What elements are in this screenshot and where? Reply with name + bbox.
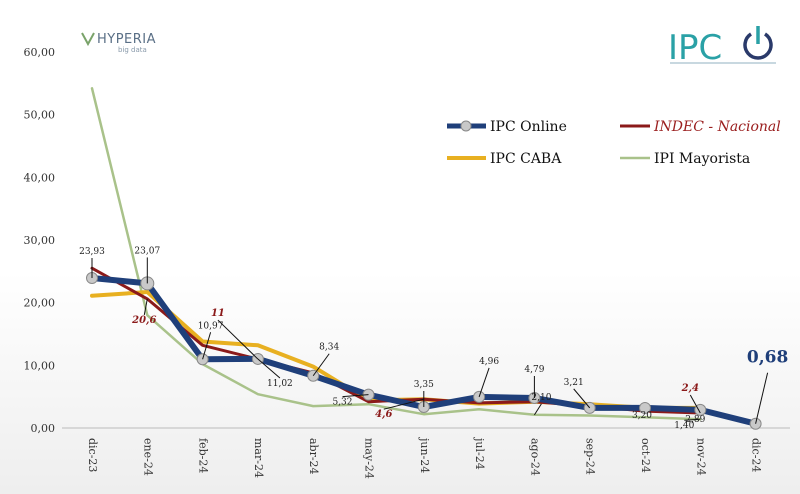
- x-tick-label: jun-24: [418, 436, 431, 473]
- annotation-leader: [217, 319, 259, 360]
- legend-item-ipi-mayorista: IPI Mayorista: [620, 151, 750, 167]
- x-tick-label: jul-24: [473, 436, 486, 470]
- x-tick-label: nov-24: [694, 438, 707, 476]
- data-label: 11,02: [267, 379, 293, 389]
- annotation-leader: [684, 418, 701, 421]
- series-line-ipi-mayorista: [90, 87, 702, 421]
- data-label: 2,4: [681, 383, 699, 394]
- ipc-logo-tagline: [670, 62, 776, 64]
- x-axis: dic-23 ene-24 feb-24 mar-24 abr-24 may-24 jun-…: [86, 436, 763, 479]
- annotation-leader: [533, 403, 542, 416]
- y-axis: 0,00 10,00 20,00 30,00 40,00 50,00 60,00: [24, 46, 790, 435]
- legend-marker-ipc-online: [460, 120, 472, 132]
- power-icon: [743, 26, 773, 60]
- x-tick-label: ago-24: [528, 438, 541, 476]
- annotations-group: 23,93 23,07 20,6 10,97 11 11,02 8,34 5,32 3,35 4,…: [79, 246, 788, 431]
- data-label: 3,21: [564, 378, 584, 388]
- annotation-leader: [383, 398, 424, 410]
- annotation-leader: [478, 367, 490, 398]
- data-label: 3,20: [632, 411, 652, 421]
- annotation-leader: [143, 298, 148, 315]
- x-tick-label: mar-24: [252, 438, 265, 478]
- annotation-leader: [257, 358, 281, 379]
- annotation-leader: [573, 388, 591, 409]
- data-label: 1,40: [674, 421, 694, 431]
- legend-label-ipc-caba: IPC CABA: [490, 151, 562, 167]
- legend-item-ipc-online: IPC Online: [447, 119, 567, 135]
- series-line-indec-nacional: [90, 266, 702, 415]
- y-tick-label: 40,00: [24, 171, 56, 184]
- x-tick-label: may-24: [363, 438, 376, 479]
- data-label: 8,34: [319, 343, 339, 353]
- legend-label-ipc-online: IPC Online: [490, 119, 567, 135]
- data-label: 2,10: [531, 393, 551, 403]
- legend-item-indec: INDEC - Nacional: [620, 119, 781, 135]
- y-tick-label: 50,00: [24, 109, 56, 122]
- x-tick-label: feb-24: [197, 438, 210, 473]
- hyperia-logo-mark: [81, 32, 95, 47]
- legend-item-ipc-caba: IPC CABA: [447, 151, 562, 167]
- data-label: 23,07: [134, 246, 160, 256]
- annotation-leader: [755, 372, 769, 424]
- y-tick-label: 60,00: [24, 46, 56, 59]
- legend-label-indec: INDEC - Nacional: [653, 119, 781, 135]
- series-line-ipc-caba: [90, 290, 703, 410]
- annotation-leader: [312, 353, 330, 377]
- data-label: 5,32: [332, 398, 352, 408]
- legend: IPC Online INDEC - Nacional IPC CABA IPI…: [447, 119, 781, 167]
- data-label: 4,79: [524, 365, 544, 375]
- data-label: 10,97: [198, 321, 224, 331]
- hyperia-logo-text: HYPERIA: [97, 32, 156, 47]
- x-tick-label: dic-23: [86, 438, 99, 472]
- data-label: 20,6: [131, 315, 156, 326]
- data-label: 23,93: [79, 247, 105, 257]
- data-label: 3,35: [414, 380, 434, 390]
- y-tick-label: 0,00: [31, 422, 56, 435]
- x-tick-label: sep-24: [584, 438, 597, 475]
- ipc-logo: IPC: [668, 26, 776, 68]
- x-tick-label: ene-24: [141, 438, 154, 476]
- y-tick-label: 10,00: [24, 359, 56, 372]
- ipc-logo-text: IPC: [668, 28, 722, 68]
- y-tick-label: 30,00: [24, 234, 56, 247]
- annotation-leader: [202, 332, 212, 360]
- legend-label-ipi-mayorista: IPI Mayorista: [654, 151, 750, 167]
- data-label: 0,68: [747, 348, 788, 368]
- x-tick-label: dic-24: [750, 438, 763, 472]
- series-group: [86, 87, 762, 430]
- hyperia-logo: HYPERIA big data: [81, 32, 156, 54]
- data-label: 4,6: [375, 409, 392, 420]
- x-tick-label: abr-24: [307, 438, 320, 475]
- annotation-leader: [342, 394, 369, 398]
- data-label: 11: [211, 308, 225, 319]
- hyperia-logo-subtext: big data: [118, 46, 147, 54]
- x-tick-label: oct-24: [639, 438, 652, 473]
- ipc-online-point: [639, 401, 651, 414]
- y-tick-label: 20,00: [24, 297, 56, 310]
- data-label: 4,96: [479, 357, 499, 367]
- annotation-leader: [689, 394, 701, 414]
- data-label: 2,89: [685, 415, 705, 425]
